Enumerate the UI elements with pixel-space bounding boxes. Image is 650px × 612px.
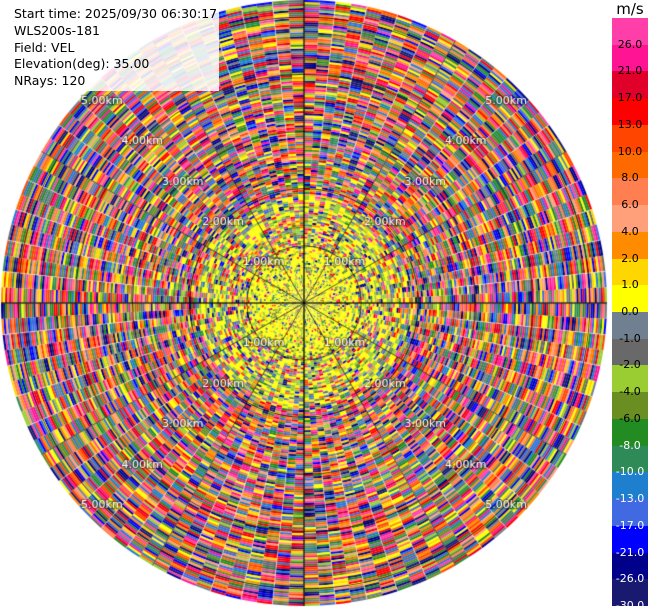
colorbar-segment: [612, 525, 648, 553]
colorbar-tick-label: -10.0: [615, 465, 645, 479]
velocity-colorbar: 26.0 21.0 17.0 13.0 10.0 8.0 6.0 4.0 2.0 1.0 0.0 -1…: [612, 18, 648, 612]
colorbar-segment: [612, 312, 648, 339]
colorbar-segment: [612, 472, 648, 500]
colorbar-segment: [612, 178, 648, 206]
colorbar-segment: [612, 338, 648, 366]
colorbar-segment: [612, 445, 648, 473]
colorbar-tick-label: 10.0: [617, 144, 643, 158]
colorbar-segment: [612, 258, 648, 286]
colorbar-units-title: m/s: [616, 0, 644, 18]
colorbar-segment: [612, 499, 648, 527]
colorbar-segment: [612, 285, 648, 313]
colorbar-tick-label: -4.0: [619, 385, 641, 399]
colorbar-segment: [612, 365, 648, 393]
colorbar-segment: [612, 124, 648, 152]
colorbar-tick-label: -26.0: [615, 572, 645, 586]
colorbar-segment: [612, 44, 648, 72]
instrument-text: WLS200s-181: [14, 22, 100, 38]
colorbar-segment: [612, 552, 648, 580]
colorbar-tick-label: -21.0: [615, 545, 645, 559]
colorbar-tick-label: -13.0: [615, 492, 645, 506]
colorbar-tick-label: 26.0: [617, 37, 643, 51]
colorbar-tick-label: -2.0: [619, 358, 641, 372]
colorbar-tick-label: -1.0: [619, 331, 641, 345]
colorbar-segment: [612, 98, 648, 126]
colorbar-tick-label: 1.0: [621, 278, 639, 292]
start-time-text: Start time: 2025/09/30 06:30:17: [14, 6, 218, 21]
colorbar-tick-label: -6.0: [619, 411, 641, 425]
colorbar-tick-label: 8.0: [621, 171, 639, 185]
ppi-velocity-plot: [0, 0, 610, 610]
colorbar-tick-label: 0.0: [621, 305, 639, 318]
scan-info-box: Start time: 2025/09/30 06:30:17 WLS200s-…: [12, 5, 220, 91]
colorbar-tick-label: -17.0: [615, 518, 645, 532]
colorbar-segment: [612, 205, 648, 233]
colorbar-segment: [612, 231, 648, 259]
colorbar-segment: [612, 71, 648, 99]
field-text: Field: VEL: [14, 39, 75, 55]
colorbar-segment: [612, 579, 648, 607]
nrays-text: NRays: 120: [14, 73, 86, 89]
colorbar-tick-label: 17.0: [617, 91, 643, 105]
colorbar-segment: [612, 18, 648, 45]
colorbar-tick-label: 21.0: [617, 64, 643, 78]
colorbar-tick-label: -8.0: [619, 438, 641, 452]
colorbar-tick-label: 4.0: [621, 224, 639, 238]
colorbar-segment: [612, 392, 648, 420]
colorbar-segment: [612, 418, 648, 446]
colorbar-tick-label: 13.0: [617, 117, 643, 131]
colorbar-tick-label: 6.0: [621, 198, 639, 212]
elevation-text: Elevation(deg): 35.00: [14, 56, 150, 72]
colorbar-tick-label: -30.0: [615, 599, 645, 612]
colorbar-tick-label: 2.0: [621, 251, 639, 265]
colorbar-segment: [612, 151, 648, 179]
